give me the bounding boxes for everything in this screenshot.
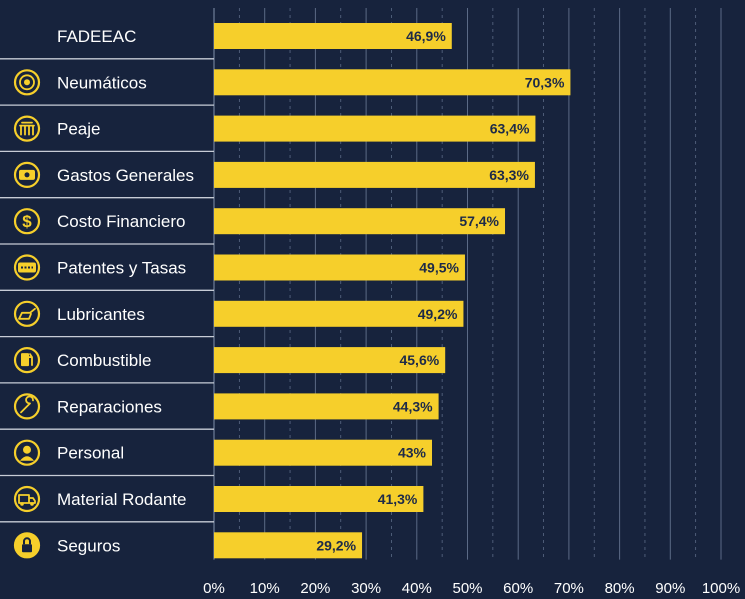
- category-label: FADEEAC: [57, 27, 136, 46]
- category-label: Reparaciones: [57, 397, 162, 416]
- oil-can-icon: [13, 300, 41, 327]
- grid-lines: [238, 8, 722, 560]
- data-label: 41,3%: [378, 491, 418, 507]
- x-tick-label: 0%: [203, 580, 225, 597]
- category-label: Combustible: [57, 351, 152, 370]
- bar: [214, 254, 465, 281]
- person-icon: [13, 439, 41, 466]
- bar: [214, 69, 571, 96]
- category-label: Gastos Generales: [57, 166, 194, 185]
- bar: [214, 300, 464, 327]
- truck-icon: [13, 485, 41, 513]
- x-tick-label: 40%: [402, 580, 432, 597]
- x-tick-label: 90%: [655, 580, 685, 597]
- data-label: 29,2%: [316, 537, 356, 553]
- category-label: Lubricantes: [57, 305, 145, 324]
- wrench-icon: [13, 393, 41, 420]
- bar: [214, 393, 439, 420]
- dollar-icon: $: [13, 208, 41, 235]
- x-tick-label: 60%: [503, 580, 533, 597]
- toll-booth-icon: [13, 115, 41, 142]
- x-tick-label: 30%: [351, 580, 381, 597]
- x-tick-label: 20%: [300, 580, 330, 597]
- cash-icon: [13, 161, 41, 188]
- data-label: 44,3%: [393, 398, 433, 414]
- bar: [214, 439, 433, 466]
- bar: [214, 23, 452, 49]
- x-tick-label: 50%: [452, 580, 482, 597]
- bar: [214, 115, 536, 142]
- bar: [214, 486, 424, 512]
- data-label: 57,4%: [459, 213, 499, 229]
- data-label: 63,4%: [490, 121, 530, 137]
- data-label: 49,2%: [418, 306, 458, 322]
- x-tick-label: 80%: [605, 580, 635, 597]
- category-label: Peaje: [57, 120, 100, 139]
- data-label: 46,9%: [406, 28, 446, 44]
- fuel-pump-icon: [13, 347, 41, 374]
- category-label: Neumáticos: [57, 73, 147, 92]
- data-label: 45,6%: [399, 352, 439, 368]
- category-label: Patentes y Tasas: [57, 259, 186, 278]
- x-tick-label: 70%: [554, 580, 584, 597]
- data-label: 70,3%: [525, 74, 565, 90]
- category-label: Personal: [57, 444, 124, 463]
- bar: [214, 347, 446, 374]
- category-label: Material Rodante: [57, 490, 186, 509]
- data-label: 43%: [398, 445, 427, 461]
- bar: [214, 208, 506, 235]
- x-tick-label: 10%: [250, 580, 280, 597]
- data-label: 49,5%: [419, 260, 459, 276]
- lock-icon: [13, 532, 41, 559]
- bar: [214, 532, 363, 559]
- svg-text:$: $: [22, 212, 32, 231]
- category-label: Seguros: [57, 536, 120, 555]
- data-label: 63,3%: [489, 167, 529, 183]
- bar: [214, 161, 535, 188]
- license-plate-icon: [13, 254, 41, 281]
- category-label: Costo Financiero: [57, 212, 186, 231]
- x-tick-label: 100%: [702, 580, 740, 597]
- tire-icon: [13, 69, 41, 96]
